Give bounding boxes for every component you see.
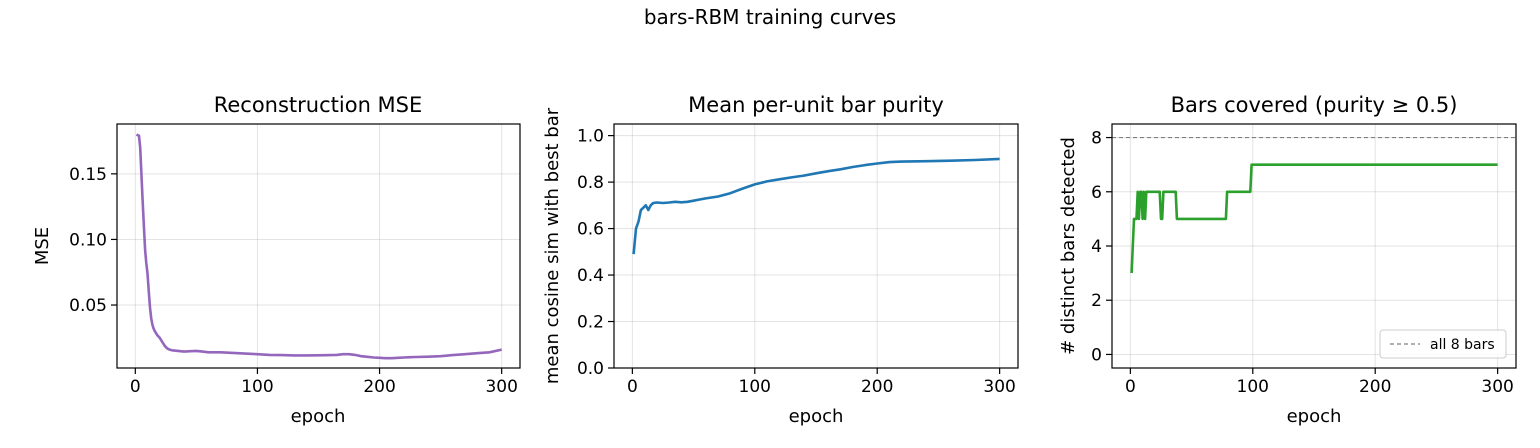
y-tick-label: 6	[1091, 183, 1102, 203]
y-tick-label: 0.15	[69, 165, 107, 185]
x-tick-label: 300	[983, 377, 1015, 397]
panel-bar-purity: Mean per-unit bar purity epoch mean cosi…	[542, 93, 1019, 427]
legend-label: all 8 bars	[1430, 337, 1495, 353]
y-tick-label: 0.10	[69, 230, 107, 250]
series-line	[1130, 163, 1498, 274]
x-axis-label: epoch	[291, 406, 346, 427]
y-tick-label: 8	[1091, 129, 1102, 149]
panel-reconstruction-mse: Reconstruction MSE epoch MSE 0 100 200 300 0…	[32, 93, 521, 427]
axes-frame	[116, 123, 521, 369]
panel-title: Reconstruction MSE	[214, 93, 423, 117]
series-line	[135, 133, 502, 360]
x-tick-label: 300	[1481, 377, 1513, 397]
y-tick-label: 0.05	[69, 296, 107, 316]
x-tick-label: 100	[1237, 377, 1269, 397]
x-axis-label: epoch	[1287, 406, 1342, 427]
x-tick-label: 0	[627, 377, 638, 397]
y-tick-label: 0	[1091, 345, 1102, 365]
x-tick-label: 0	[130, 377, 141, 397]
panel-title: Bars covered (purity ≥ 0.5)	[1171, 93, 1458, 117]
y-axis-label: mean cosine sim with best bar	[542, 107, 563, 384]
y-axis-label: MSE	[32, 227, 53, 265]
y-tick-label: 1.0	[577, 127, 604, 147]
y-tick-label: 0.0	[577, 359, 604, 379]
y-tick-label: 0.8	[577, 173, 604, 193]
y-tick-label: 2	[1091, 291, 1102, 311]
y-tick-label: 4	[1091, 237, 1102, 257]
x-tick-label: 0	[1125, 377, 1136, 397]
x-tick-label: 200	[1359, 377, 1391, 397]
figure-suptitle: bars-RBM training curves	[644, 5, 896, 29]
axes-frame	[613, 123, 1019, 369]
y-tick-label: 0.4	[577, 266, 604, 286]
y-axis-label: # distinct bars detected	[1058, 137, 1079, 355]
y-tick-label: 0.6	[577, 220, 604, 240]
x-tick-label: 300	[485, 377, 517, 397]
panel-title: Mean per-unit bar purity	[688, 93, 944, 117]
legend-box	[1379, 329, 1507, 359]
x-axis-label: epoch	[789, 406, 844, 427]
x-tick-label: 100	[241, 377, 273, 397]
x-tick-label: 200	[861, 377, 893, 397]
x-tick-label: 200	[363, 377, 395, 397]
panel-bars-covered: Bars covered (purity ≥ 0.5) epoch # dist…	[1058, 93, 1517, 427]
y-tick-label: 0.2	[577, 313, 604, 333]
series-line	[632, 157, 1000, 255]
x-tick-label: 100	[739, 377, 771, 397]
